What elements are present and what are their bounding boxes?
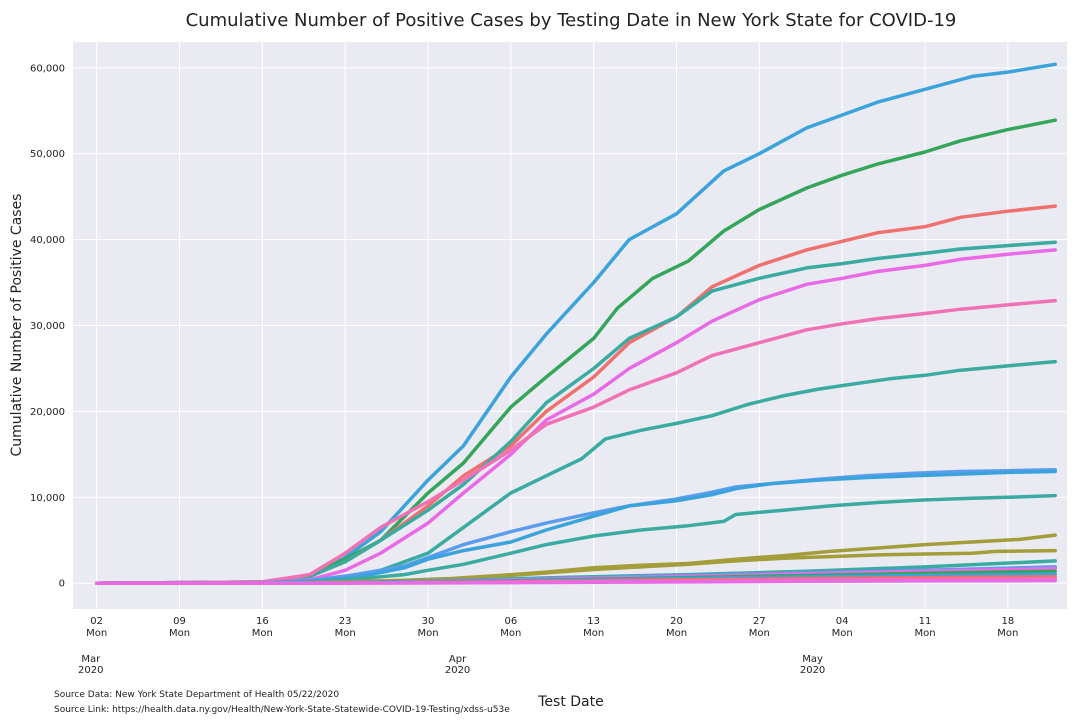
x-tick-weekday-5: Mon	[500, 628, 521, 639]
y-tick-label-4: 40,000	[30, 235, 65, 246]
x-tick-weekday-3: Mon	[335, 628, 356, 639]
x-tick-weekday-4: Mon	[417, 628, 438, 639]
x-tick-weekday-6: Mon	[583, 628, 604, 639]
series-group	[94, 62, 1057, 585]
series-line-county-9	[94, 469, 1057, 585]
x-tick-weekday-2: Mon	[252, 628, 273, 639]
y-tick-label-1: 10,000	[30, 493, 65, 504]
y-axis-ticks: 0 10,000 20,000 30,000 40,000 50,000 60,000	[30, 63, 65, 589]
y-tick-label-6: 60,000	[30, 63, 65, 74]
x-tick-day-5: 06	[504, 616, 517, 627]
year-label-0: 2020	[78, 665, 103, 676]
grid	[73, 42, 1067, 609]
chart-title: Cumulative Number of Positive Cases by T…	[186, 10, 957, 31]
source-data: Source Data: New York State Department o…	[54, 690, 339, 700]
series-line-county-4	[94, 240, 1057, 585]
month-label-1: Apr	[449, 654, 467, 665]
month-label-2: May	[802, 654, 823, 665]
y-axis-label: Cumulative Number of Positive Cases	[9, 194, 25, 457]
series-line-county-5	[94, 248, 1057, 585]
x-tick-weekday-7: Mon	[666, 628, 687, 639]
x-axis-label: Test Date	[537, 694, 603, 710]
x-tick-weekday-11: Mon	[997, 628, 1018, 639]
year-label-1: 2020	[445, 665, 470, 676]
x-tick-weekday-1: Mon	[169, 628, 190, 639]
x-tick-day-11: 18	[1001, 616, 1014, 627]
x-tick-day-4: 30	[422, 616, 435, 627]
x-tick-weekday-10: Mon	[914, 628, 935, 639]
series-line-county-20	[94, 578, 1057, 585]
y-tick-label-2: 20,000	[30, 407, 65, 418]
month-label-0: Mar	[81, 654, 101, 665]
x-tick-weekday-8: Mon	[749, 628, 770, 639]
y-tick-label-3: 30,000	[30, 321, 65, 332]
source-link: Source Link: https://health.data.ny.gov/…	[54, 705, 510, 715]
x-tick-day-10: 11	[919, 616, 932, 627]
x-tick-day-8: 27	[753, 616, 766, 627]
x-tick-day-0: 02	[90, 616, 103, 627]
x-tick-day-1: 09	[173, 616, 186, 627]
series-line-county-6	[94, 298, 1057, 585]
series-line-county-1	[94, 62, 1057, 585]
x-tick-weekday-0: Mon	[86, 628, 107, 639]
year-label-2: 2020	[800, 665, 825, 676]
y-tick-label-5: 50,000	[30, 149, 65, 160]
series-line-county-10	[94, 493, 1057, 585]
x-tick-day-7: 20	[670, 616, 683, 627]
x-axis-ticks: 02Mon09Mon16Mon23Mon30Mon06Mon13Mon20Mon…	[86, 616, 1018, 639]
x-tick-weekday-9: Mon	[832, 628, 853, 639]
x-tick-day-9: 04	[836, 616, 849, 627]
x-tick-day-6: 13	[587, 616, 600, 627]
x-tick-day-3: 23	[339, 616, 352, 627]
y-tick-label-0: 0	[59, 579, 65, 590]
x-tick-day-2: 16	[256, 616, 269, 627]
